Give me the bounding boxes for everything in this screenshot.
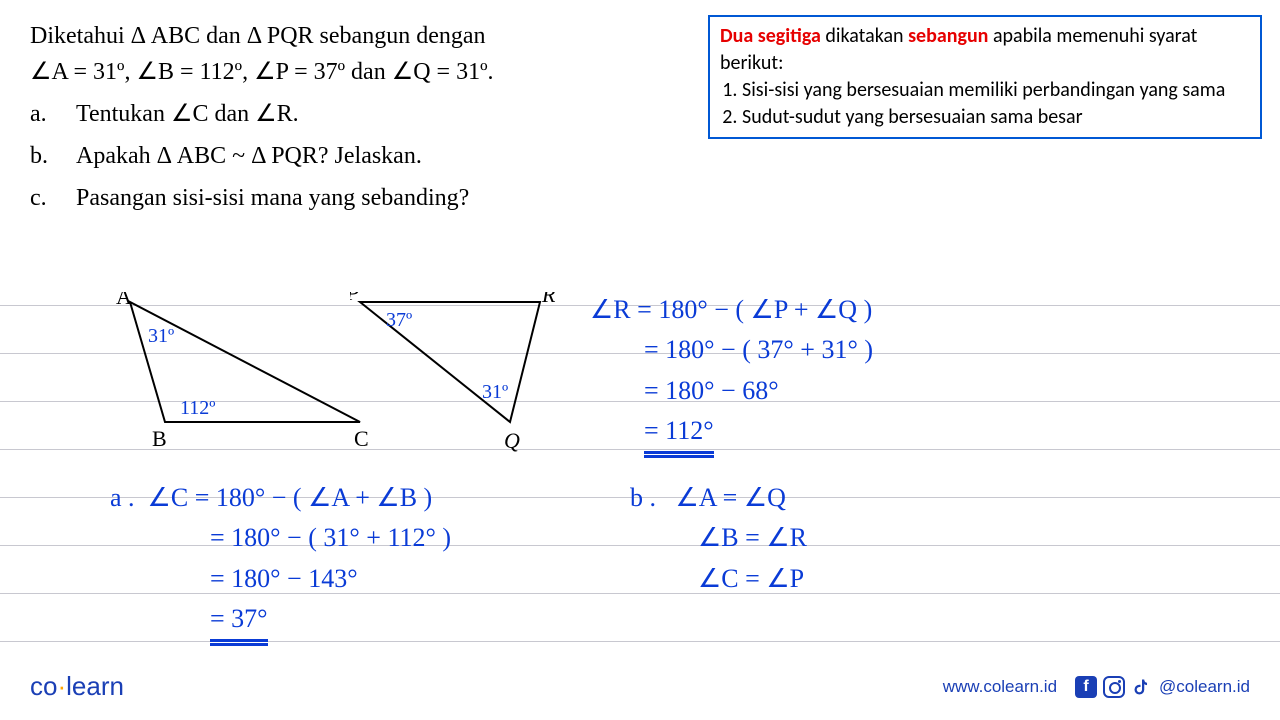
- info-text-2: dikatakan: [821, 24, 908, 48]
- info-list: Sisi-sisi yang bersesuaian memiliki perb…: [742, 77, 1250, 131]
- triangle-abc: [130, 302, 360, 422]
- footer-url: www.colearn.id: [943, 677, 1057, 697]
- logo-dot-icon: ·: [57, 671, 66, 701]
- footer-right: www.colearn.id f @colearn.id: [943, 676, 1250, 698]
- triangle-pqr-sketch: P Q R 37º 31º: [350, 292, 570, 462]
- work-a-line4: = 37°: [210, 599, 451, 642]
- instagram-icon: [1103, 676, 1125, 698]
- subquestion-b-label: b.: [30, 138, 76, 174]
- subquestion-a: a. Tentukan ∠C dan ∠R.: [30, 96, 690, 132]
- work-r-line1: ∠R = 180° − ( ∠P + ∠Q ): [590, 290, 873, 330]
- social-handle: @colearn.id: [1159, 677, 1250, 697]
- subquestion-a-text: Tentukan ∠C dan ∠R.: [76, 96, 299, 132]
- subquestion-c-label: c.: [30, 180, 76, 216]
- work-a-line2: = 180° − ( 31° + 112° ): [210, 518, 451, 558]
- vertex-p: P: [350, 292, 359, 305]
- work-r-line2: = 180° − ( 37° + 31° ): [644, 330, 873, 370]
- logo-co: co: [30, 671, 57, 701]
- problem-line-2: ∠A = 31º, ∠B = 112º, ∠P = 37º dan ∠Q = 3…: [30, 54, 690, 90]
- vertex-a: A: [116, 292, 132, 309]
- work-angle-r: ∠R = 180° − ( ∠P + ∠Q ) = 180° − ( 37° +…: [590, 290, 873, 454]
- work-a-line3: = 180° − 143°: [210, 559, 451, 599]
- problem-statement: Diketahui Δ ABC dan Δ PQR sebangun denga…: [30, 18, 690, 216]
- angle-b-label: 112º: [180, 397, 215, 419]
- work-b-line3: ∠C = ∠P: [698, 559, 807, 599]
- problem-line-1: Diketahui Δ ABC dan Δ PQR sebangun denga…: [30, 18, 690, 54]
- subquestion-b: b. Apakah Δ ABC ~ Δ PQR? Jelaskan.: [30, 138, 690, 174]
- info-red-3: sebangun: [908, 24, 988, 48]
- work-r-line3: = 180° − 68°: [644, 371, 873, 411]
- brand-logo: co·learn: [30, 671, 124, 702]
- subquestion-c-text: Pasangan sisi-sisi mana yang sebanding?: [76, 180, 469, 216]
- tiktok-icon: [1131, 676, 1153, 698]
- info-box: Dua segitiga dikatakan sebangun apabila …: [708, 15, 1262, 139]
- facebook-icon: f: [1075, 676, 1097, 698]
- angle-a-label: 31º: [148, 325, 174, 347]
- work-b-line2: ∠B = ∠R: [698, 518, 807, 558]
- vertex-q: Q: [504, 428, 520, 453]
- subquestion-a-label: a.: [30, 96, 76, 132]
- angle-q-label: 31º: [482, 381, 508, 403]
- work-a-line1: a . ∠C = 180° − ( ∠A + ∠B ): [110, 478, 451, 518]
- info-li-2: Sudut-sudut yang bersesuaian sama besar: [742, 104, 1250, 131]
- logo-learn: learn: [66, 671, 124, 701]
- vertex-b: B: [152, 426, 167, 451]
- subquestion-b-text: Apakah Δ ABC ~ Δ PQR? Jelaskan.: [76, 138, 422, 174]
- angle-p-label: 37º: [386, 309, 412, 331]
- work-part-a: a . ∠C = 180° − ( ∠A + ∠B ) = 180° − ( 3…: [110, 478, 451, 642]
- work-b-line1: b . ∠A = ∠Q: [630, 478, 807, 518]
- work-part-b: b . ∠A = ∠Q ∠B = ∠R ∠C = ∠P: [630, 478, 807, 599]
- work-r-line4: = 112°: [644, 411, 873, 454]
- vertex-r: R: [541, 292, 556, 307]
- footer: co·learn www.colearn.id f @colearn.id: [30, 671, 1250, 702]
- info-li-1: Sisi-sisi yang bersesuaian memiliki perb…: [742, 77, 1250, 104]
- subquestion-c: c. Pasangan sisi-sisi mana yang sebandin…: [30, 180, 690, 216]
- info-red-1: Dua segitiga: [720, 24, 821, 48]
- social-block: f @colearn.id: [1075, 676, 1250, 698]
